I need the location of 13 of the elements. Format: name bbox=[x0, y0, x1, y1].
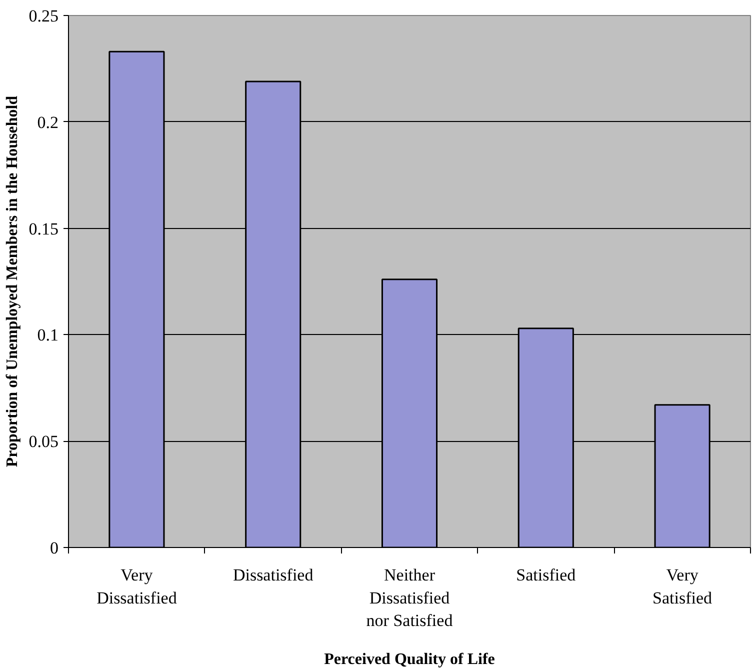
x-tick-label: Very Dissatisfied bbox=[96, 566, 178, 608]
y-tick-label: 0.05 bbox=[28, 432, 58, 452]
x-tick-label: Satisfied bbox=[516, 566, 576, 584]
y-tick-label: 0.1 bbox=[37, 326, 58, 345]
x-tick-label: Dissatisfied bbox=[232, 566, 314, 584]
x-tick-label: Neither Dissatisfied nor Satisfied bbox=[366, 566, 454, 630]
y-axis-title: Proportion of Unemployed Members in the Household bbox=[4, 96, 21, 468]
y-tick-label: 0 bbox=[50, 538, 58, 558]
y-tick-label: 0.15 bbox=[28, 219, 58, 238]
x-axis-title: Perceived Quality of Life bbox=[324, 651, 495, 668]
y-tick-label: 0.2 bbox=[37, 112, 58, 132]
y-tick-label: 0.25 bbox=[28, 6, 58, 26]
x-tick-label: Very Satisfied bbox=[652, 566, 713, 608]
